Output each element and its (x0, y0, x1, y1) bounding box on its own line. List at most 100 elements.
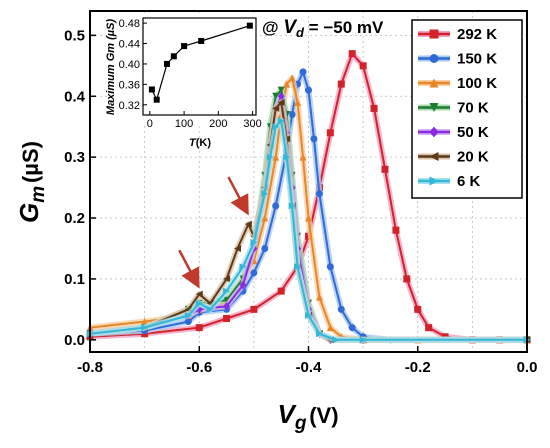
x-tick-label: -0.4 (296, 359, 323, 376)
inset-x-ticks: 0 100 200 300 (147, 111, 262, 130)
inset-x-tick-label: 100 (175, 118, 193, 130)
inset-series (148, 22, 253, 103)
legend-item: 150 K (418, 51, 497, 68)
data-point (272, 153, 280, 161)
data-point (332, 336, 340, 344)
legend-label: 20 K (457, 149, 489, 166)
x-tick-label: -0.8 (77, 359, 103, 376)
series-group (86, 50, 531, 345)
data-point (277, 287, 285, 295)
inset-data-point (153, 96, 160, 103)
y-axis-unit: (µS) (18, 141, 43, 183)
data-point (277, 92, 285, 101)
legend-swatch-marker (429, 152, 439, 161)
data-point (299, 68, 307, 76)
legend-swatch-marker (429, 126, 439, 138)
data-point (381, 165, 389, 173)
inset-frame (142, 17, 257, 116)
x-axis-unit: (V) (309, 403, 338, 428)
annotation-var-sub: d (296, 25, 305, 40)
inset-data-point (148, 86, 155, 93)
data-point (277, 117, 285, 125)
data-point (223, 275, 231, 283)
data-point (272, 123, 280, 131)
highlight-arrow (227, 176, 249, 216)
data-point (403, 275, 411, 283)
data-point (277, 86, 285, 94)
legend-swatch-marker (429, 176, 439, 186)
data-point (195, 324, 203, 332)
inset-data-point (181, 43, 188, 50)
data-point (337, 305, 345, 313)
inset-y-tick-label: 0.40 (119, 59, 140, 71)
annotation-prefix: @ (262, 18, 279, 37)
legend-item: 6 K (418, 173, 481, 190)
legend-item: 292 K (418, 26, 497, 43)
data-point (392, 226, 400, 234)
legend: 292 K 150 K 100 K 70 K 50 K 20 K 6 K (411, 19, 523, 199)
legend-label: 50 K (457, 124, 489, 141)
y-tick-label: 0.0 (64, 332, 85, 349)
highlight-arrow (178, 249, 200, 289)
annotation-value: = −50 mV (304, 18, 384, 37)
data-point (184, 311, 192, 319)
legend-swatch-marker (429, 54, 439, 63)
data-point (239, 280, 247, 290)
data-point (348, 50, 356, 58)
y-tick-label: 0.1 (64, 271, 85, 288)
x-axis-var-sub: g (294, 413, 307, 434)
legend-label: 70 K (457, 100, 489, 117)
y-axis-var: G (14, 203, 44, 223)
data-point (305, 214, 312, 222)
data-point (233, 244, 241, 252)
data-point (277, 98, 285, 106)
data-point (288, 202, 296, 210)
data-point (326, 129, 334, 137)
legend-label: 292 K (457, 26, 497, 43)
y-axis-var-sub: m (28, 186, 49, 203)
x-axis-ticks: -0.8 -0.6 -0.4 -0.2 0.0 (77, 346, 537, 376)
data-point (250, 305, 258, 313)
data-point (223, 287, 231, 295)
inset-data-point (163, 60, 170, 67)
x-tick-label: -0.6 (186, 359, 212, 376)
inset-data-point (170, 53, 177, 60)
data-point (441, 333, 449, 341)
data-point (414, 305, 422, 313)
data-point (250, 238, 258, 246)
data-point (141, 324, 149, 332)
data-point (288, 111, 296, 119)
data-point (326, 324, 334, 332)
y-tick-label: 0.5 (64, 27, 85, 44)
data-point (261, 190, 269, 198)
inset-x-tick-label: 0 (147, 118, 153, 130)
series-line (89, 119, 527, 341)
data-point (272, 104, 280, 112)
data-point (348, 324, 356, 332)
data-point (141, 318, 149, 326)
legend-swatch-marker (429, 78, 439, 88)
data-point (305, 86, 312, 94)
legend-swatch-marker (429, 29, 439, 39)
data-point (359, 62, 367, 70)
data-point (195, 290, 203, 298)
inset-x-tick-label: 300 (243, 118, 261, 130)
data-point (272, 202, 280, 210)
series-6k (86, 117, 531, 344)
inset-y-ticks: 0.32 0.36 0.40 0.44 0.48 (119, 18, 147, 112)
inset-chart: 0 100 200 300 0.32 0.36 0.40 0.44 0.48 T(K) Max… (105, 14, 262, 149)
data-point (370, 104, 378, 112)
x-axis-var: V (277, 399, 297, 429)
inset-y-tick-label: 0.48 (119, 18, 140, 30)
data-point (261, 214, 269, 222)
data-point (195, 299, 203, 307)
y-axis-title: Gm (µS) (14, 141, 49, 223)
inset-y-tick-label: 0.44 (119, 39, 140, 51)
annotation-var: V (283, 17, 297, 38)
data-point (261, 244, 269, 252)
x-tick-label: -0.2 (405, 359, 431, 376)
y-tick-label: 0.4 (64, 88, 86, 105)
inset-y-tick-label: 0.32 (119, 100, 140, 112)
data-point (250, 269, 258, 277)
